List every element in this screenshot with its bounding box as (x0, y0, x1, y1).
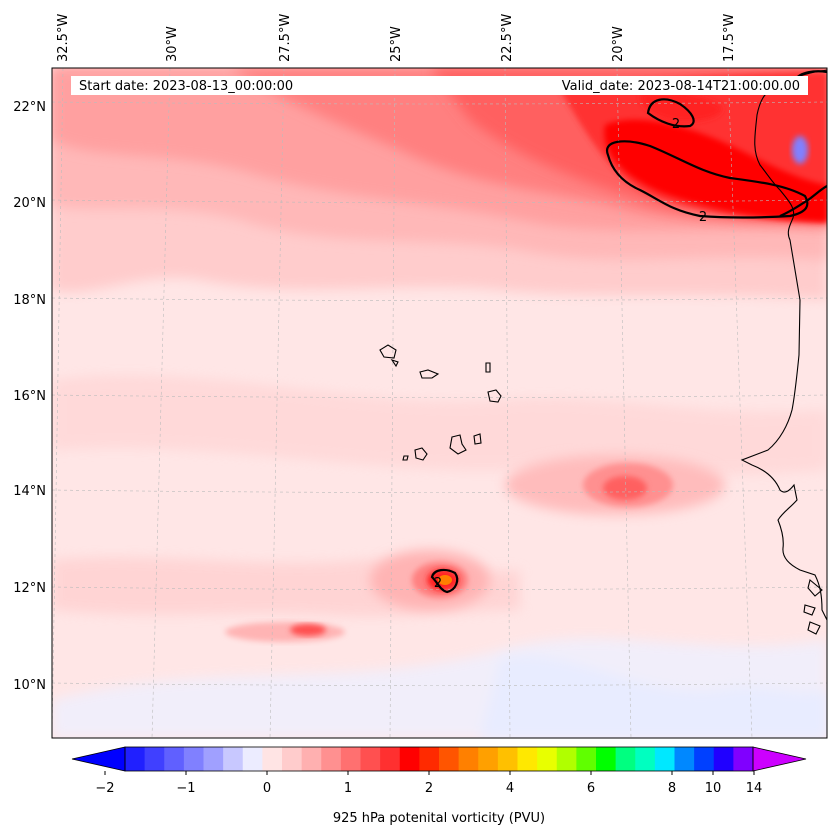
contour-labels: 2 2 2 (434, 117, 707, 591)
colorbar-segment (419, 747, 440, 771)
colorbar-frame (124, 746, 754, 772)
colorbar-segment (183, 747, 205, 771)
lat-label: 16°N (13, 389, 46, 404)
colorbar-segment (164, 747, 185, 771)
header-box (71, 76, 808, 95)
colorbar-segment (458, 747, 479, 771)
colorbar-segment (635, 747, 656, 771)
pv-field (52, 68, 827, 738)
colorbar-tick-label: −2 (95, 781, 114, 796)
colorbar-segments (71, 746, 807, 772)
colorbar-segment (340, 747, 362, 771)
colorbar-segment (282, 747, 303, 771)
colorbar-segment (144, 747, 165, 771)
colorbar-tick-label: 0 (263, 781, 271, 796)
colorbar-segment (478, 747, 499, 771)
colorbar-segment (733, 747, 754, 771)
colorbar-segment (203, 747, 224, 771)
lon-label: 30°W (165, 26, 180, 62)
colorbar-segment (694, 747, 715, 771)
colorbar-tick-label: 6 (587, 781, 595, 796)
colorbar-tick-label: 4 (506, 781, 514, 796)
lat-label: 20°N (13, 196, 46, 211)
colorbar-tick-label: 8 (668, 781, 676, 796)
lat-label: 14°N (13, 484, 46, 499)
contour-label-north: 2 (672, 117, 680, 132)
lat-label: 10°N (13, 678, 46, 693)
colorbar-segment (674, 747, 695, 771)
colorbar-tick-label: 14 (746, 781, 763, 796)
colorbar-segment (439, 747, 460, 771)
colorbar-segment (537, 747, 558, 771)
colorbar-segment (223, 747, 244, 771)
colorbar-segment (497, 747, 519, 771)
colorbar-segment (242, 747, 263, 771)
gridlines (52, 68, 827, 738)
longitude-labels: 32.5°W 30°W 27.5°W 25°W 22.5°W 20°W 17.5… (56, 14, 737, 62)
colorbar-tick-label: 1 (344, 781, 352, 796)
colorbar-extend-min (71, 746, 126, 772)
coastlines (379, 69, 827, 635)
colorbar-segment (556, 747, 577, 771)
colorbar-tick-label: −1 (176, 781, 195, 796)
colorbar-segment (654, 747, 676, 771)
start-date-text: Start date: 2023-08-13_00:00:00 (79, 79, 293, 94)
latitude-labels: 22°N 20°N 18°N 16°N 14°N 12°N 10°N (13, 100, 46, 693)
contour-label-coast: 2 (699, 210, 707, 225)
colorbar-tick-labels: −2 −1 0 1 2 4 6 8 10 14 (95, 781, 762, 796)
lon-label: 25°W (389, 26, 404, 62)
lat-label: 18°N (13, 293, 46, 308)
lon-label: 20°W (611, 26, 626, 62)
colorbar-segment (576, 747, 597, 771)
lon-label: 32.5°W (56, 14, 71, 62)
colorbar-segment (262, 747, 283, 771)
colorbar-segment (399, 747, 420, 771)
colorbar-tick-label: 10 (705, 781, 722, 796)
colorbar-tick-label: 2 (425, 781, 433, 796)
colorbar-segment (360, 747, 381, 771)
map-frame (51, 67, 828, 739)
colorbar-segment (125, 747, 146, 771)
lat-label: 12°N (13, 581, 46, 596)
lon-label: 17.5°W (722, 14, 737, 62)
colorbar-ticks (104, 771, 755, 775)
colorbar-segment (301, 747, 322, 771)
colorbar-segment (517, 747, 538, 771)
colorbar-segment (321, 747, 342, 771)
lat-label: 22°N (13, 100, 46, 115)
colorbar-extend-max (752, 746, 807, 772)
colorbar-segment (615, 747, 636, 771)
contour-label-storm: 2 (434, 576, 442, 591)
valid-date-text: Valid_date: 2023-08-14T21:00:00.00 (562, 79, 800, 94)
colorbar-segment (713, 747, 734, 771)
colorbar: −2 −1 0 1 2 4 6 8 10 14 925 hPa potenita… (71, 746, 807, 826)
colorbar-segment (596, 747, 617, 771)
colorbar-label: 925 hPa potenital vorticity (PVU) (333, 811, 545, 826)
lon-label: 27.5°W (278, 14, 293, 62)
colorbar-segment (380, 747, 401, 771)
lon-label: 22.5°W (500, 14, 515, 62)
